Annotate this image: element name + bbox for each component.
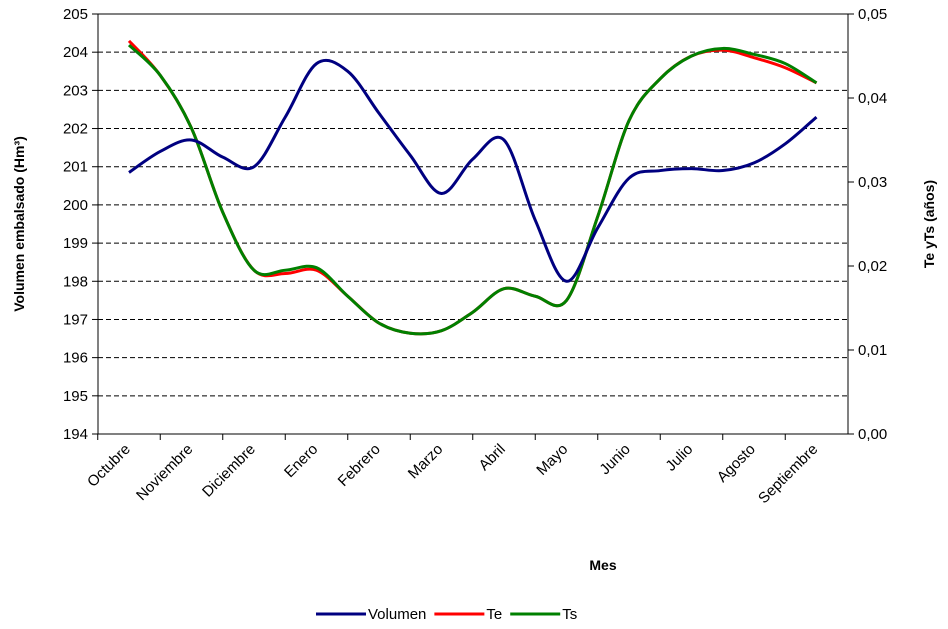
x-tick-label: Septiembre <box>755 441 821 507</box>
y-tick-label: 200 <box>63 197 88 214</box>
y-tick-label: 195 <box>63 388 88 405</box>
legend-label: Te <box>486 606 502 623</box>
y-tick-label: 202 <box>63 121 88 138</box>
x-tick-label: Diciembre <box>199 441 259 501</box>
y2-tick-label: 0,03 <box>858 174 887 191</box>
series-line <box>127 43 818 336</box>
y-tick-label: 204 <box>63 44 88 61</box>
y2-axis-title: Te yTs (años) <box>921 180 937 268</box>
legend-label: Ts <box>562 606 577 623</box>
y2-tick-label: 0,04 <box>858 90 887 107</box>
y-tick-label: 196 <box>63 350 88 367</box>
y-tick-label: 205 <box>63 6 88 23</box>
y-tick-label: 198 <box>63 273 88 290</box>
x-tick-label: Abril <box>476 441 509 474</box>
x-tick-label: Enero <box>281 441 321 481</box>
y-tick-label: 194 <box>63 426 88 443</box>
series-line <box>127 39 818 336</box>
y2-tick-label: 0,00 <box>858 426 887 443</box>
y2-tick-label: 0,01 <box>858 342 887 359</box>
x-tick-label: Febrero <box>335 441 384 490</box>
y2-tick-label: 0,05 <box>858 6 887 23</box>
x-tick-label: Noviembre <box>133 441 196 504</box>
x-tick-label: Agosto <box>714 441 759 486</box>
x-tick-label: Julio <box>662 441 696 475</box>
series-line <box>128 58 818 283</box>
x-axis-title: Mes <box>589 557 616 573</box>
y-tick-label: 201 <box>63 159 88 176</box>
x-tick-label: Mayo <box>533 441 571 479</box>
y2-tick-label: 0,02 <box>858 258 887 275</box>
legend-label: Volumen <box>368 606 426 623</box>
y-tick-label: 199 <box>63 235 88 252</box>
x-tick-label: Junio <box>596 441 633 478</box>
y-tick-label: 203 <box>63 82 88 99</box>
y-tick-label: 197 <box>63 311 88 328</box>
y-axis-title: Volumen embalsado (Hm³) <box>11 136 27 312</box>
x-tick-label: Marzo <box>405 441 446 482</box>
x-tick-label: Octubre <box>84 441 134 491</box>
